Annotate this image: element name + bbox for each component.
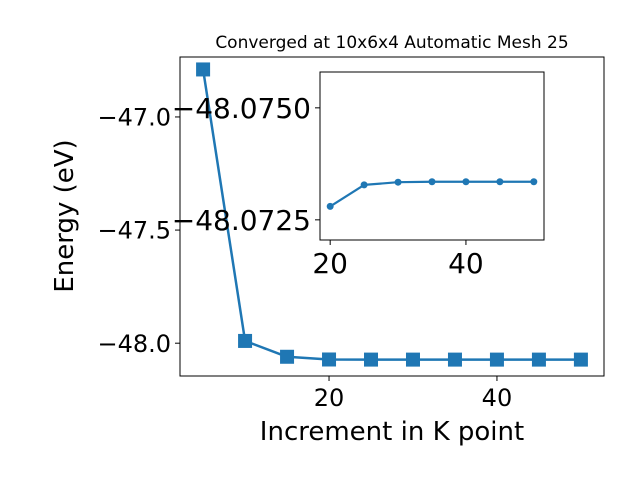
inset-data-point [360, 181, 368, 189]
main-y-tick-label: −47.5 [97, 217, 171, 245]
main-data-point [489, 352, 504, 367]
inset-axes-frame [319, 71, 545, 241]
main-data-point [405, 352, 420, 367]
y-axis-label: Energy (eV) [50, 139, 80, 292]
main-series-path [201, 69, 581, 361]
inset-data-point [530, 178, 538, 186]
main-y-ticks: −47.0 −47.5 −48.0 [97, 104, 180, 358]
inset-axes: 20 40 −48.0750−48.0725 [172, 71, 545, 280]
x-axis-label: Increment in K point [260, 417, 524, 447]
main-axes-frame [179, 56, 605, 377]
inset-data-point [394, 178, 402, 186]
inset-x-tick-label: 40 [448, 247, 484, 280]
inset-y-tick-label: −48.0725 [172, 204, 311, 237]
main-x-tick-label: 40 [482, 384, 513, 412]
main-data-point [447, 352, 462, 367]
main-data-point [196, 62, 211, 77]
main-y-tick-label: −48.0 [97, 330, 171, 358]
inset-x-ticks: 20 40 [312, 240, 484, 280]
inset-data-point [462, 178, 470, 186]
main-series-line [196, 62, 588, 367]
inset-data-point [428, 178, 436, 186]
main-data-point [238, 333, 253, 348]
inset-y-ticks: −48.0750 −48.0725 [172, 92, 320, 237]
inset-background [320, 72, 544, 240]
main-y-tick-label: −47.0 [97, 104, 171, 132]
main-data-point [573, 352, 588, 367]
main-axes: Converged at 10x6x4 Automatic Mesh 25 20… [50, 33, 605, 447]
inset-series-line [326, 178, 538, 210]
main-data-point [531, 352, 546, 367]
main-data-point [322, 352, 337, 367]
main-data-point [280, 349, 295, 364]
main-x-ticks: 20 40 [314, 376, 512, 412]
inset-data-point [326, 202, 334, 210]
main-data-point [364, 352, 379, 367]
main-x-tick-label: 20 [314, 384, 345, 412]
inset-x-tick-label: 20 [312, 247, 348, 280]
chart-title: Converged at 10x6x4 Automatic Mesh 25 [215, 33, 568, 53]
inset-data-point [496, 178, 504, 186]
inset-y-tick-label: −48.0750 [172, 92, 311, 125]
